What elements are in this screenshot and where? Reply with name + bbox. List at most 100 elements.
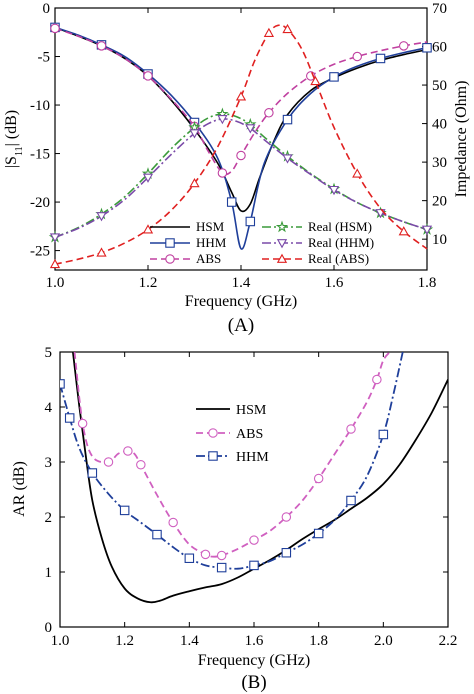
data-point-real-hhm	[189, 129, 200, 139]
legend-label-real-hsm: Real (HSM)	[308, 219, 372, 234]
legend-marker-real-hhm	[276, 239, 288, 249]
series-line-real-hhm	[54, 118, 428, 238]
series-line-b-abs	[73, 352, 391, 558]
legend-marker-b-abs	[208, 428, 218, 438]
data-point-real-hhm	[421, 225, 433, 235]
data-point-abs	[236, 150, 246, 161]
legend-marker-real-abs	[276, 253, 288, 263]
x-tick-label-b: 1.2	[115, 633, 134, 649]
data-point-b-abs	[168, 517, 178, 528]
data-point-abs	[217, 168, 228, 178]
data-point-b-abs	[313, 473, 324, 484]
data-point-real-abs	[189, 177, 200, 188]
data-point-real-hhm	[49, 233, 61, 243]
x-tick-label-a: 1.4	[232, 275, 251, 291]
x-tick-label-b: 1.0	[51, 633, 70, 649]
data-point-real-hhm	[142, 173, 154, 183]
data-point-real-abs	[142, 224, 154, 234]
data-point-real-abs	[263, 27, 275, 37]
data-point-b-abs	[216, 550, 227, 561]
x-tick-label-a: 1.8	[418, 275, 437, 291]
y-tick-label-right-a: 60	[432, 40, 447, 56]
data-point-hhm	[282, 114, 293, 125]
series-group-b	[60, 352, 448, 604]
x-tick-label-b: 1.8	[309, 633, 328, 649]
x-axis-title-a: Frequency (GHz)	[185, 293, 297, 310]
data-point-abs	[96, 41, 107, 51]
series-line-hsm	[54, 26, 428, 213]
panel-b: 1.0 1.2 1.4 1.6 1.8 2.0 2.2 0 1 2 3 4 5 HSM ABS HHM Fr…	[11, 345, 457, 693]
x-tick-label-b: 2.0	[374, 633, 393, 649]
y-axis-title-left-a: |S11| (dB)	[3, 110, 25, 168]
y-tick-label-b: 3	[45, 455, 53, 471]
x-tick-label-b: 1.4	[180, 633, 199, 649]
data-point-real-abs	[96, 247, 107, 257]
y-tick-label-right-a: 40	[432, 117, 447, 133]
data-point-real-hhm	[245, 124, 256, 134]
y-tick-label-left-a: -10	[30, 98, 50, 114]
legend-label-real-hhm: Real (HHM)	[308, 235, 374, 250]
data-point-b-abs	[372, 374, 382, 385]
legend-marker-abs	[165, 254, 175, 264]
plot-area-b	[59, 351, 449, 628]
y-tick-label-left-a: -5	[38, 50, 51, 66]
series-line-b-hsm	[72, 352, 448, 604]
panel-label-a: (A)	[228, 315, 254, 336]
series-line-real-abs	[54, 24, 428, 266]
series-group-a	[48, 22, 434, 269]
panel-a: 1.0 1.2 1.4 1.6 1.8 0 -5 -10 -15 -20 -25 10 20 30 40 50…	[3, 1, 470, 336]
legend-label-b-hhm: HHM	[236, 450, 269, 465]
data-point-b-hhm	[184, 553, 195, 563]
x-axis-title-b: Frequency (GHz)	[198, 652, 310, 669]
data-point-abs	[50, 23, 60, 34]
y-tick-label-left-a: -25	[30, 244, 50, 260]
data-point-real-hhm	[282, 154, 293, 164]
y-tick-label-right-a: 30	[432, 155, 447, 171]
legend-label-hhm: HHM	[196, 235, 227, 250]
legend-label-abs: ABS	[196, 251, 221, 266]
series-line-hhm	[54, 26, 428, 250]
y-tick-label-b: 4	[45, 400, 53, 416]
y-tick-label-b: 5	[45, 345, 53, 361]
data-point-abs	[398, 41, 409, 51]
data-point-abs	[264, 108, 274, 118]
data-point-real-hhm	[328, 185, 340, 196]
data-point-b-hhm	[60, 379, 65, 389]
data-point-b-hhm	[119, 505, 130, 516]
x-tick-label-a: 1.6	[325, 275, 344, 291]
x-tick-label-a: 1.2	[139, 275, 158, 291]
data-point-hhm	[226, 197, 237, 207]
y-tick-label-right-a: 50	[432, 78, 447, 94]
data-point-abs	[143, 71, 153, 81]
y-tick-label-b: 1	[45, 565, 53, 581]
y-tick-label-left-a: -15	[30, 147, 50, 163]
y-tick-label-left-a: 0	[43, 1, 51, 17]
y-axis-title-b: AR (dB)	[11, 461, 28, 517]
data-point-b-abs	[346, 424, 356, 434]
data-point-b-hhm	[281, 547, 292, 558]
data-point-b-hhm	[216, 562, 227, 573]
data-point-real-abs	[282, 23, 293, 34]
y-tick-label-right-a: 10	[432, 232, 447, 248]
data-point-real-abs	[398, 226, 409, 236]
data-point-b-abs	[136, 459, 146, 470]
x-tick-label-b: 1.6	[245, 633, 264, 649]
legend-marker-hhm	[165, 238, 175, 248]
data-point-hhm	[329, 72, 339, 82]
data-point-b-hhm	[152, 529, 162, 540]
legend-marker-real-hsm	[275, 220, 289, 233]
y-tick-label-b: 2	[45, 510, 53, 526]
y-tick-label-b: 0	[45, 620, 53, 636]
data-point-real-hhm	[217, 115, 228, 125]
data-point-b-abs	[123, 446, 133, 456]
y-axis-title-right-a: Impedance (Ohm)	[453, 81, 470, 198]
data-point-b-abs	[77, 418, 88, 429]
data-point-real-abs	[310, 75, 321, 86]
x-tick-label-b: 2.2	[439, 633, 458, 649]
data-point-real-abs	[352, 168, 363, 178]
data-point-b-abs	[281, 512, 292, 522]
data-point-b-hhm	[313, 528, 324, 539]
data-point-real-hhm	[96, 212, 107, 222]
data-point-b-abs	[249, 535, 259, 545]
